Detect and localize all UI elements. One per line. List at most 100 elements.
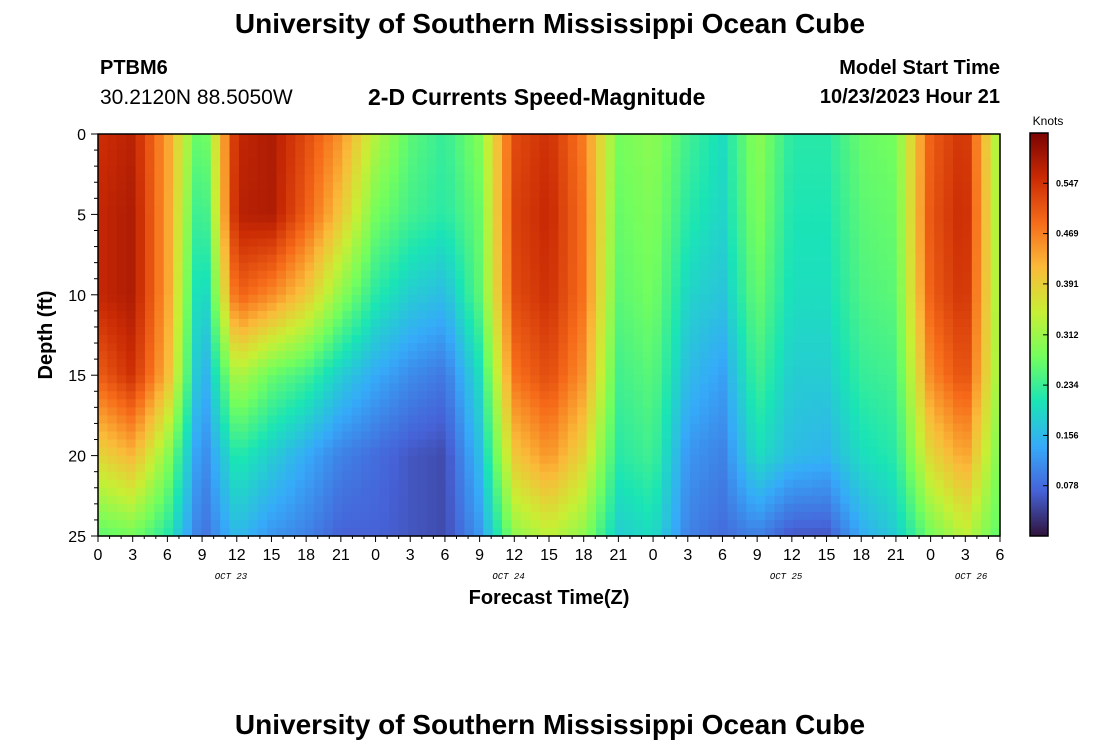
heatmap-cell [981, 511, 992, 521]
heatmap-cell [549, 511, 559, 521]
heatmap-cell [746, 399, 757, 408]
heatmap-cell [642, 214, 653, 224]
heatmap-cell [746, 463, 757, 473]
heatmap-cell [483, 407, 494, 416]
heatmap-cell [718, 479, 729, 489]
heatmap-cell [971, 519, 982, 529]
heatmap-cell [351, 142, 362, 151]
heatmap-cell [830, 238, 841, 248]
heatmap-cell [389, 343, 400, 352]
heatmap-cell [859, 150, 870, 159]
heatmap-cell [774, 134, 785, 143]
heatmap-cell [924, 142, 935, 151]
heatmap-cell [285, 383, 296, 392]
heatmap-cell [98, 254, 108, 264]
heatmap-cell [361, 487, 372, 497]
heatmap-cell [971, 335, 982, 344]
heatmap-cell [502, 447, 513, 457]
heatmap-cell [492, 326, 503, 336]
heatmap-cell [661, 487, 672, 497]
heatmap-cell [981, 383, 992, 392]
heatmap-cell [755, 399, 766, 408]
heatmap-cell [389, 158, 400, 167]
heatmap-cell [962, 383, 973, 392]
heatmap-cell [990, 407, 1001, 416]
heatmap-cell [840, 359, 851, 368]
heatmap-cell [455, 198, 466, 207]
heatmap-cell [502, 286, 513, 296]
heatmap-cell [539, 351, 550, 360]
heatmap-cell [539, 246, 550, 256]
heatmap-cell [464, 375, 475, 384]
heatmap-cell [445, 399, 456, 408]
heatmap-cell [107, 439, 118, 449]
heatmap-cell [962, 471, 973, 481]
heatmap-cell [342, 262, 353, 272]
heatmap-cell [821, 198, 832, 207]
heatmap-cell [934, 174, 945, 183]
heatmap-cell [915, 278, 926, 288]
heatmap-cell [220, 246, 231, 256]
heatmap-cell [417, 359, 428, 368]
heatmap-cell [624, 142, 635, 151]
heatmap-cell [238, 367, 249, 376]
heatmap-cell [549, 326, 559, 336]
heatmap-cell [455, 326, 466, 336]
heatmap-cell [859, 455, 870, 465]
heatmap-cell [849, 190, 860, 199]
heatmap-cell [859, 222, 870, 232]
heatmap-cell [398, 335, 409, 344]
heatmap-cell [906, 503, 917, 513]
heatmap-cell [520, 198, 531, 207]
heatmap-cell [868, 262, 879, 272]
heatmap-cell [361, 391, 372, 400]
heatmap-cell [812, 262, 823, 272]
heatmap-cell [267, 278, 278, 288]
heatmap-cell [802, 455, 813, 465]
heatmap-cell [558, 254, 569, 264]
heatmap-cell [201, 343, 212, 352]
heatmap-cell [783, 431, 794, 441]
heatmap-cell [295, 278, 306, 288]
heatmap-cell [567, 351, 578, 360]
heatmap-cell [906, 359, 917, 368]
heatmap-cell [398, 230, 409, 240]
heatmap-cell [943, 351, 954, 360]
heatmap-cell [802, 198, 813, 207]
heatmap-cell [342, 190, 353, 199]
heatmap-cell [595, 174, 606, 183]
heatmap-cell [445, 447, 456, 457]
heatmap-cell [793, 310, 804, 320]
heatmap-cell [727, 294, 738, 304]
heatmap-cell [483, 479, 494, 489]
heatmap-cell [868, 447, 879, 457]
heatmap-cell [915, 351, 926, 360]
heatmap-cell [201, 318, 212, 328]
heatmap-cell [144, 326, 155, 336]
heatmap-cell [567, 527, 578, 537]
heatmap-cell [154, 415, 165, 425]
heatmap-cell [652, 423, 663, 433]
heatmap-cell [736, 399, 747, 408]
heatmap-cell [116, 182, 127, 191]
heatmap-cell [765, 375, 776, 384]
heatmap-cell [642, 310, 653, 320]
heatmap-cell [144, 302, 155, 312]
heatmap-cell [887, 471, 898, 481]
heatmap-cell [727, 166, 738, 175]
heatmap-cell [943, 142, 954, 151]
heatmap-cell [624, 238, 635, 248]
heatmap-cell [520, 439, 531, 449]
heatmap-cell [877, 383, 888, 392]
heatmap-cell [201, 302, 212, 312]
heatmap-cell [840, 487, 851, 497]
heatmap-cell [661, 222, 672, 232]
heatmap-cell [370, 158, 381, 167]
heatmap-cell [483, 463, 494, 473]
heatmap-cell [765, 471, 776, 481]
heatmap-cell [736, 495, 747, 505]
heatmap-cell [605, 166, 616, 175]
heatmap-cell [464, 302, 475, 312]
heatmap-cell [802, 391, 813, 400]
heatmap-cell [906, 134, 917, 143]
